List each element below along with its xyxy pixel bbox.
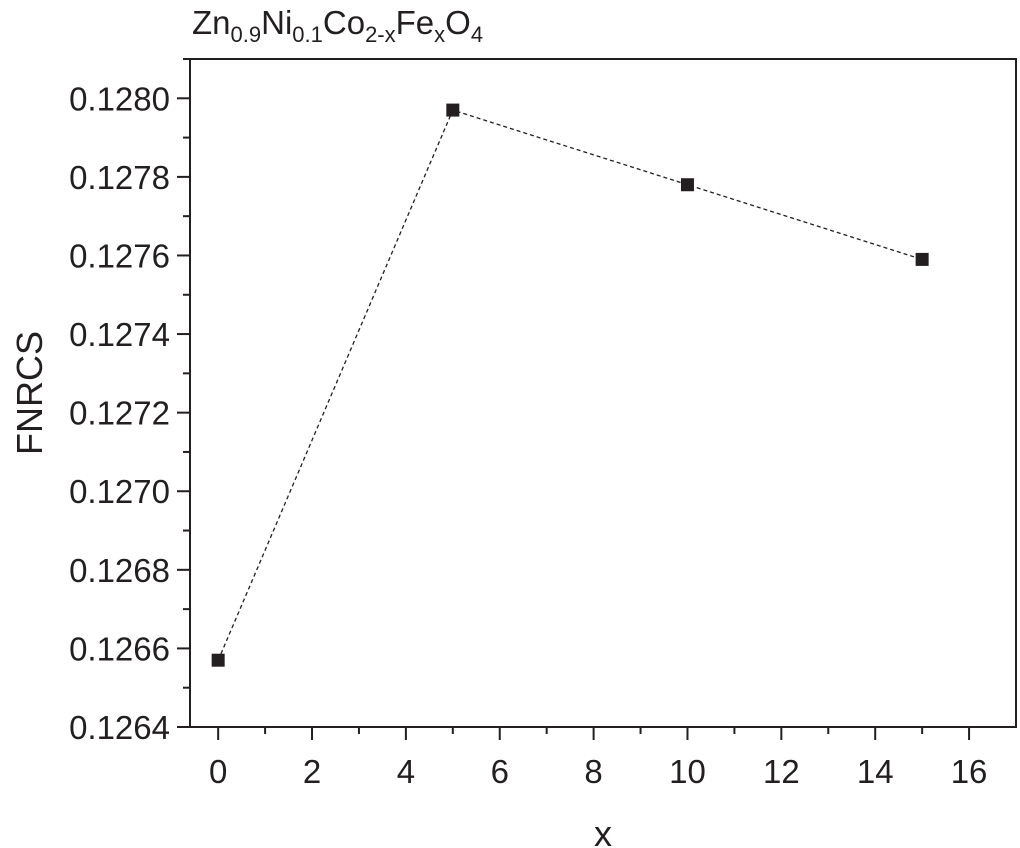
chart-title: Zn0.9Ni0.1Co2-xFexO4 [192,4,483,46]
title-text: O [445,4,471,41]
x-axis-label: x [594,813,612,848]
y-axis-label: FNRCS [9,331,50,455]
x-tick-label: 0 [209,753,227,790]
y-tick-label: 0.1274 [69,316,170,353]
title-text: Co [322,4,366,41]
data-point-marker [680,178,694,192]
tick-labels: 0 2 4 6 8 10 12 14 16 0.1264 0.1266 0.1268 0.1270 0.1… [69,80,987,790]
x-tick-label: 2 [303,753,321,790]
title-text: Fe [395,4,435,41]
series-markers [211,103,929,667]
x-tick-label: 4 [397,753,415,790]
title-subscript: 0.1 [292,22,323,47]
y-tick-label: 0.1268 [69,552,170,589]
data-point-marker [915,252,929,266]
y-tick-label: 0.1280 [69,80,170,117]
title-text: Ni [261,4,293,41]
x-tick-label: 12 [763,753,800,790]
x-tick-label: 10 [669,753,706,790]
series-line [217,109,923,661]
y-tick-label: 0.1270 [69,473,170,510]
title-subscript: 4 [470,22,484,47]
plot-area-frame [189,58,1017,728]
title-subscript: x [434,22,446,47]
x-tick-label: 8 [584,753,602,790]
data-point-marker [446,103,460,117]
y-tick-label: 0.1272 [69,395,170,432]
title-subscript: 2-x [365,22,396,47]
axis-ticks [177,58,971,740]
title-text: Zn [192,4,231,41]
y-tick-label: 0.1276 [69,237,170,274]
x-tick-label: 6 [491,753,509,790]
title-subscript: 0.9 [230,22,262,47]
y-tick-label: 0.1278 [69,159,170,196]
y-tick-label: 0.1266 [69,630,170,667]
y-tick-label: 0.1264 [69,709,170,746]
data-point-marker [211,653,225,667]
x-tick-label: 14 [857,753,894,790]
x-tick-label: 16 [951,753,988,790]
